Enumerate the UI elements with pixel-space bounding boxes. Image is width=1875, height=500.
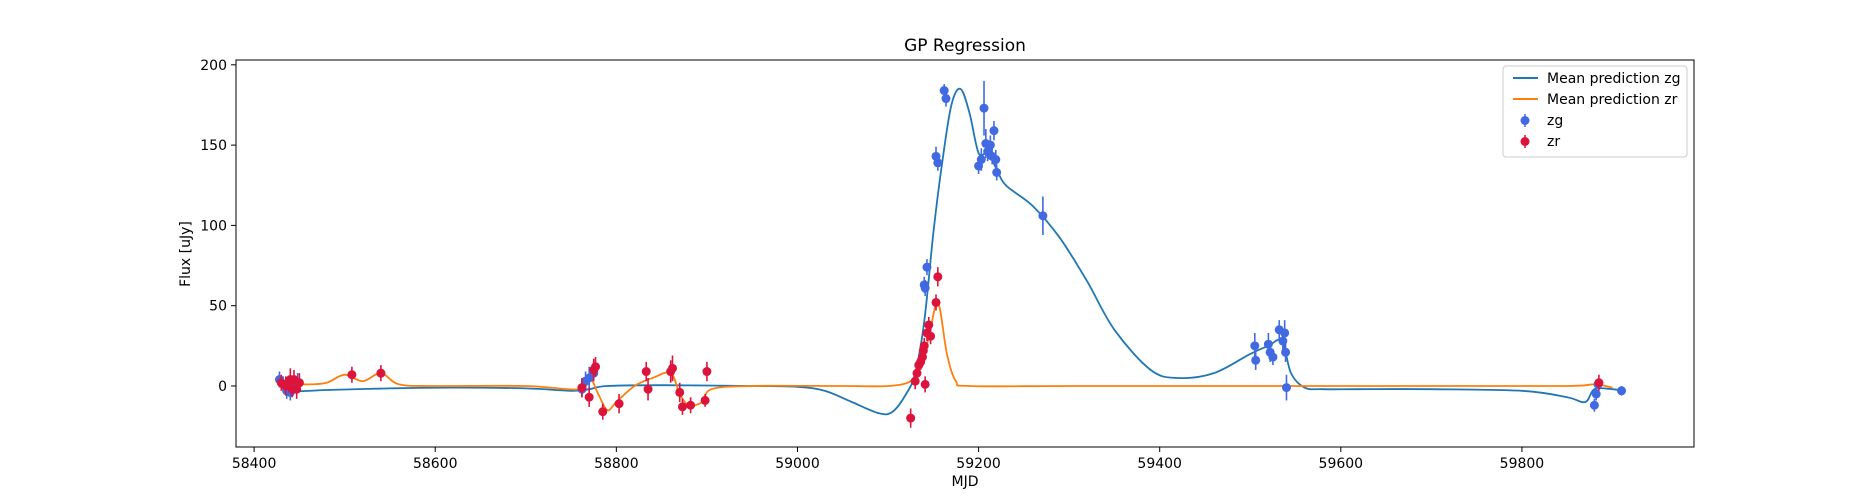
data-point-zg xyxy=(1617,386,1627,396)
legend-label-zr-mean: Mean prediction zr xyxy=(1547,92,1678,108)
data-point-zg xyxy=(1250,341,1260,351)
plot-frame xyxy=(235,59,1695,448)
data-point-zr xyxy=(347,370,357,380)
data-point-zr xyxy=(677,402,687,412)
data-point-zr xyxy=(926,331,936,341)
data-point-zg xyxy=(1280,328,1290,338)
data-point-zr xyxy=(920,379,930,389)
data-point-zr xyxy=(591,362,601,372)
legend-marker-zg xyxy=(1520,116,1530,125)
x-tick-label: 59600 xyxy=(1319,456,1364,472)
y-axis-label: Flux [uJy] xyxy=(178,221,194,287)
data-point-zr xyxy=(910,376,920,386)
data-point-zr xyxy=(614,399,624,409)
data-point-zr xyxy=(931,297,941,307)
data-point-zr xyxy=(924,320,934,330)
legend-label-zg-mean: Mean prediction zg xyxy=(1547,71,1681,87)
plot-layer xyxy=(274,80,1627,428)
data-point-zg xyxy=(985,140,995,150)
data-point-zg xyxy=(920,283,930,293)
data-point-zg xyxy=(991,155,1001,165)
data-point-zr xyxy=(912,368,922,378)
legend-marker-zr xyxy=(1520,137,1530,146)
chart-title: GP Regression xyxy=(904,36,1026,56)
legend-label-zr: zr xyxy=(1547,134,1560,150)
x-tick-label: 58600 xyxy=(413,456,458,472)
x-tick-label: 58400 xyxy=(232,456,277,472)
data-point-zg xyxy=(1281,347,1291,357)
data-point-zg xyxy=(976,155,986,165)
data-point-zr xyxy=(294,378,304,388)
data-point-zr xyxy=(1594,378,1604,388)
data-point-zr xyxy=(667,363,677,373)
y-tick-label: 200 xyxy=(200,58,227,74)
y-tick-label: 0 xyxy=(218,379,227,395)
data-point-zg xyxy=(1589,400,1599,410)
ticks-layer: 58400 58600 58800 59000 59200 59400 59600 59800… xyxy=(200,58,1544,472)
data-point-zg xyxy=(989,126,999,136)
data-point-zg xyxy=(979,103,989,113)
data-point-zg xyxy=(941,94,951,104)
data-point-zr xyxy=(376,368,386,378)
data-point-zg xyxy=(922,262,932,272)
y-tick-label: 50 xyxy=(209,299,227,315)
x-tick-label: 59400 xyxy=(1137,456,1182,472)
data-point-zg xyxy=(1281,383,1291,393)
data-point-zr xyxy=(643,384,653,394)
y-tick-label: 100 xyxy=(200,218,227,234)
y-tick-label: 150 xyxy=(200,138,227,154)
legend-label-zg: zg xyxy=(1547,113,1563,129)
data-point-zr xyxy=(675,387,685,397)
x-tick-label: 59800 xyxy=(1500,456,1545,472)
data-point-zr xyxy=(702,367,712,377)
data-point-zr xyxy=(700,395,710,405)
data-point-zr xyxy=(919,341,929,351)
x-tick-label: 59200 xyxy=(956,456,1001,472)
data-point-zr xyxy=(933,272,943,282)
data-point-zr xyxy=(641,367,651,377)
x-tick-label: 58800 xyxy=(594,456,639,472)
data-point-zg xyxy=(1591,389,1601,399)
data-point-zr xyxy=(577,383,587,393)
x-tick-label: 59000 xyxy=(775,456,820,472)
data-point-zg xyxy=(992,167,1002,177)
x-axis-label: MJD xyxy=(952,474,979,490)
legend: Mean prediction zg Mean prediction zr zg… xyxy=(1502,65,1688,158)
data-point-zg xyxy=(1263,339,1273,349)
data-point-zr xyxy=(584,392,594,402)
data-point-zg xyxy=(1268,352,1278,362)
data-point-zr xyxy=(598,407,608,417)
data-point-zr xyxy=(686,400,696,410)
series-line-zr xyxy=(281,301,1613,412)
data-point-zg xyxy=(1251,355,1261,365)
data-point-zr xyxy=(906,413,916,423)
data-point-zg xyxy=(1038,211,1048,221)
series-line-zg xyxy=(280,87,1622,416)
data-point-zg xyxy=(939,86,949,96)
legend-box xyxy=(1502,65,1688,158)
data-point-zg xyxy=(933,158,943,168)
